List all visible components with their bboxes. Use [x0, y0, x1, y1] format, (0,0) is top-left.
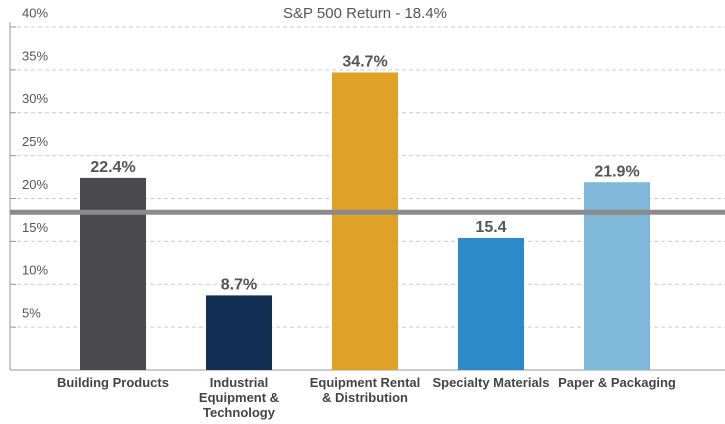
x-tick-label: Industrial Equipment & Technology [198, 375, 280, 420]
chart-title: S&P 500 Return - 18.4% [283, 5, 447, 22]
value-label: 21.9% [594, 163, 639, 180]
value-label: 8.7% [221, 277, 257, 294]
value-label: 34.7% [342, 54, 387, 71]
x-tick-label: Equipment Rental & Distribution [309, 375, 421, 405]
x-tick-label: Building Products [57, 375, 169, 390]
y-tick-label: 25% [22, 134, 48, 149]
y-tick-label: 40% [22, 5, 48, 20]
y-tick-label: 20% [22, 177, 48, 192]
bar [332, 72, 398, 370]
x-tick-label: Specialty Materials [432, 375, 550, 390]
y-tick-label: 15% [22, 220, 48, 235]
y-tick-label: 10% [22, 263, 48, 278]
y-tick-label: 5% [22, 306, 41, 321]
bar [458, 237, 524, 370]
value-label: 15.4 [475, 219, 506, 236]
y-tick-label: 30% [22, 91, 48, 106]
y-tick-label: 35% [22, 48, 48, 63]
value-label: 22.4% [90, 159, 135, 176]
x-tick-label: Paper & Packaging [558, 375, 676, 390]
bar [80, 177, 146, 370]
bar [206, 295, 272, 370]
